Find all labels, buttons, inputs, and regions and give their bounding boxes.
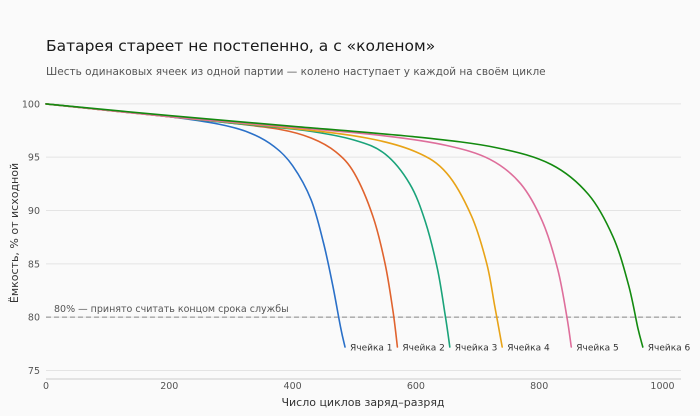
x-tick-label: 600 — [407, 381, 425, 392]
series-label-5: Ячейка 5 — [576, 344, 619, 354]
x-tick-label: 400 — [284, 381, 302, 392]
x-tick-label: 0 — [43, 381, 49, 392]
series-label-4: Ячейка 4 — [507, 344, 550, 354]
x-tick-label: 200 — [160, 381, 178, 392]
series-line-5 — [45, 103, 573, 348]
series-label-1: Ячейка 1 — [350, 344, 393, 354]
y-tick-label: 80 — [28, 313, 40, 324]
y-tick-label: 85 — [28, 259, 40, 270]
reference-line-group: 80% — принято считать концом срока служб… — [46, 304, 681, 318]
y-tick-label: 95 — [28, 153, 40, 164]
series-line-6 — [45, 103, 644, 348]
y-tick-label: 90 — [28, 206, 40, 217]
series-label-3: Ячейка 3 — [455, 344, 498, 354]
y-axis-label: Ёмкость, % от исходной — [8, 163, 21, 303]
series-labels: Ячейка 1 Ячейка 2 Ячейка 3 Ячейка 4 Ячейка 5… — [350, 344, 691, 354]
series-label-6: Ячейка 6 — [648, 344, 691, 354]
series-group — [45, 103, 644, 348]
y-tick-label: 100 — [22, 99, 40, 110]
x-axis-label: Число циклов заряд–разряд — [281, 396, 444, 409]
x-tick-label: 1000 — [650, 381, 674, 392]
series-label-2: Ячейка 2 — [402, 344, 445, 354]
y-tick-label: 75 — [28, 366, 40, 377]
x-tick-label: 800 — [530, 381, 548, 392]
chart-subtitle: Шесть одинаковых ячеек из одной партии —… — [46, 66, 546, 78]
chart-title: Батарея стареет не постепенно, а с «коле… — [46, 37, 436, 55]
reference-line-label: 80% — принято считать концом срока служб… — [54, 304, 289, 315]
grid-lines — [46, 103, 681, 371]
